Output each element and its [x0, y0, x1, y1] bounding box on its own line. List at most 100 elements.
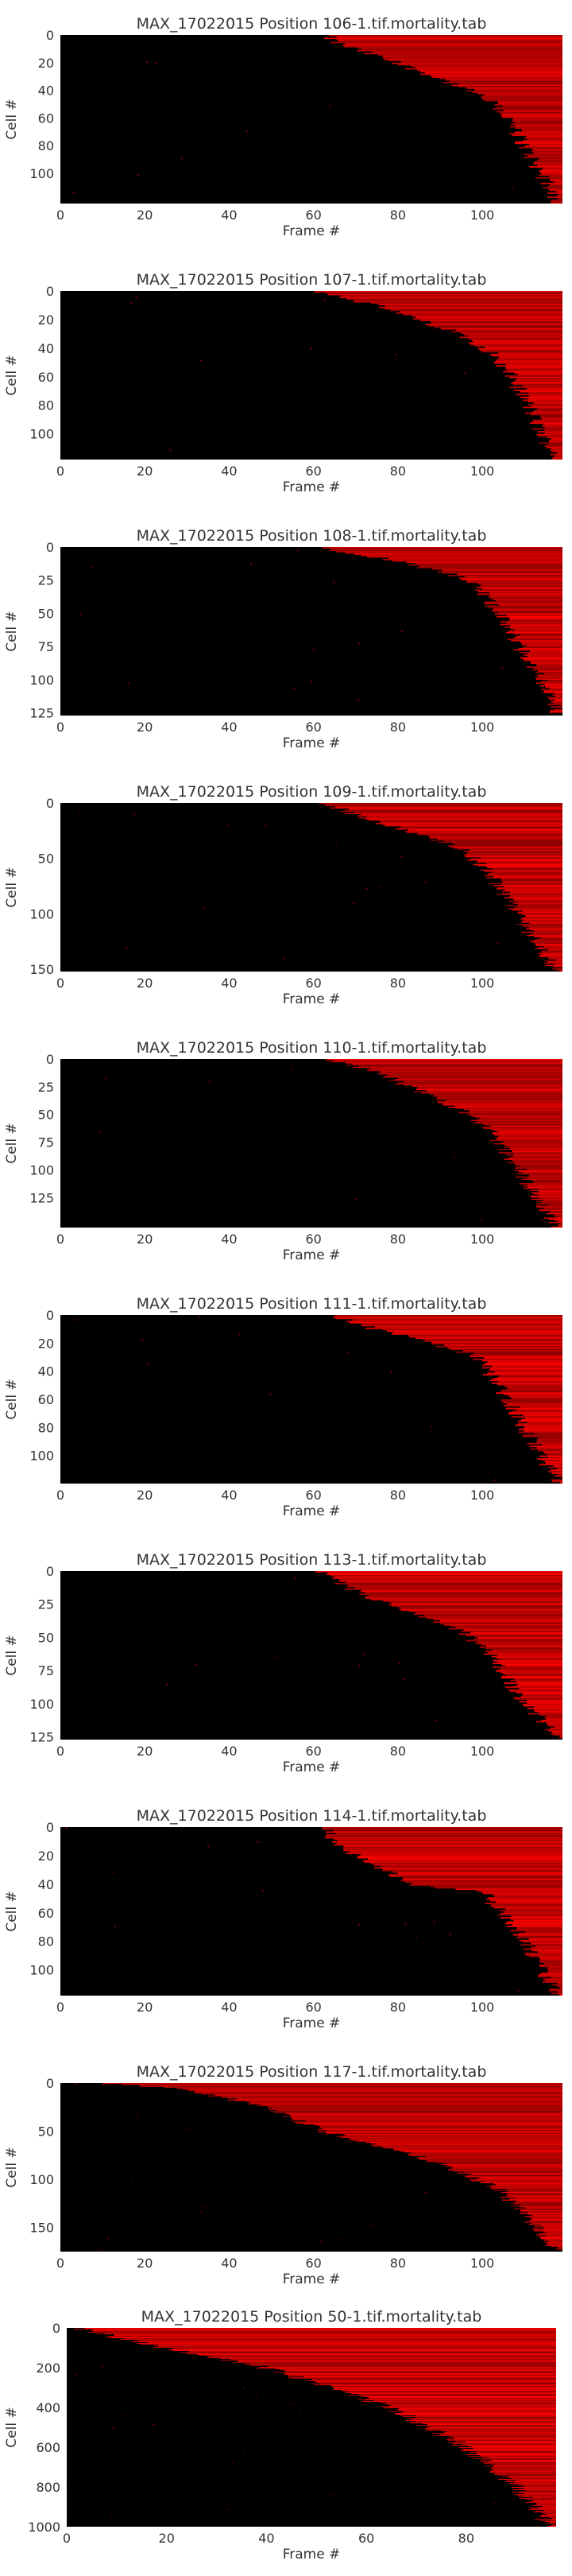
speckle	[68, 2484, 70, 2485]
speckle	[198, 1316, 200, 1318]
cell-row-heat	[415, 2415, 556, 2416]
cell-row-heat	[493, 2190, 562, 2191]
cell-row-heat	[324, 1835, 562, 1837]
cell-row-heat	[416, 567, 562, 568]
cell-row-heat	[470, 1119, 562, 1122]
x-axis-label: Frame #	[283, 2547, 341, 2562]
cell-row-heat	[514, 2494, 556, 2495]
cell-row-heat	[362, 1860, 562, 1862]
cell-row-heat	[404, 1881, 562, 1884]
cell-row-heat	[481, 2457, 556, 2458]
cell-row-heat	[531, 2217, 562, 2219]
cell-row-heat	[557, 1985, 562, 1988]
cell-row-heat	[540, 685, 562, 687]
cell-row-heat	[447, 845, 562, 847]
panel-title: MAX_17022015 Position 114-1.tif.mortalit…	[137, 1807, 487, 1825]
cell-row-heat	[514, 2482, 556, 2483]
cell-row-heat	[447, 1347, 562, 1349]
cell-row-heat	[495, 1670, 562, 1672]
cell-row-heat	[524, 153, 562, 156]
x-tick-label: 40	[221, 208, 237, 223]
cell-row-heat	[493, 885, 562, 886]
cell-row-heat	[519, 1701, 562, 1703]
cell-row-heat	[537, 165, 562, 166]
cell-row-heat	[288, 2375, 556, 2376]
cell-row-heat	[450, 1625, 562, 1627]
cell-row-heat	[512, 1924, 562, 1926]
cell-row-heat	[466, 1639, 562, 1642]
cell-row-heat	[460, 332, 562, 334]
cell-row-heat	[551, 700, 562, 703]
x-tick-label: 60	[305, 464, 321, 479]
speckle	[151, 2419, 153, 2420]
x-tick-label: 0	[63, 2531, 71, 2546]
cell-row-heat	[536, 1203, 562, 1205]
cell-row-heat	[185, 2353, 556, 2354]
cell-row-heat	[358, 47, 562, 49]
cell-row-heat	[519, 2206, 562, 2208]
cell-row-heat	[540, 182, 562, 184]
cell-row-heat	[542, 1444, 562, 1446]
cell-row-heat	[538, 675, 562, 677]
cell-row-heat	[324, 804, 562, 805]
speckle	[497, 942, 500, 945]
cell-row-heat	[465, 855, 562, 856]
cell-row-heat	[496, 365, 562, 367]
cell-row-heat	[550, 200, 562, 203]
cell-row-heat	[484, 601, 562, 603]
cell-row-heat	[543, 1978, 562, 1980]
cell-row-heat	[536, 1441, 562, 1443]
speckle	[246, 130, 249, 132]
cell-row-heat	[431, 568, 562, 570]
cell-row-heat	[454, 1105, 562, 1107]
cell-row-heat	[547, 185, 562, 188]
cell-row-heat	[494, 1895, 562, 1897]
cell-row-heat	[505, 905, 562, 906]
cell-row-heat	[543, 1981, 562, 1983]
cell-row-heat	[509, 376, 562, 378]
cell-row-heat	[519, 1687, 562, 1690]
cell-row-heat	[392, 1871, 562, 1873]
cell-row-heat	[481, 351, 562, 353]
speckle	[132, 2178, 134, 2180]
cell-row-heat	[493, 1143, 562, 1145]
cell-row-heat	[392, 1605, 562, 1608]
cell-row-heat	[517, 2495, 556, 2496]
cell-row-heat	[493, 362, 562, 364]
cell-row-heat	[476, 587, 562, 588]
cell-row-heat	[470, 343, 562, 346]
cell-row-heat	[448, 575, 562, 576]
cell-row-heat	[446, 2439, 556, 2440]
cell-row-heat	[561, 704, 562, 707]
cell-row-heat	[538, 952, 562, 954]
speckle	[249, 563, 252, 564]
cell-row-heat	[515, 127, 562, 130]
cell-row-heat	[477, 1121, 562, 1123]
cell-row-heat	[547, 192, 562, 194]
cell-row-heat	[481, 95, 562, 98]
cell-row-heat	[527, 653, 562, 655]
cell-row-heat	[527, 1702, 562, 1704]
cell-row-heat	[325, 1059, 562, 1061]
cell-row-heat	[481, 2459, 556, 2460]
cell-row-heat	[346, 2392, 556, 2393]
x-tick-label: 60	[305, 2000, 321, 2015]
y-axis-label: Cell #	[4, 1379, 20, 1419]
cell-row-heat	[466, 1635, 562, 1636]
cell-row-heat	[466, 2176, 562, 2178]
cell-row-heat	[334, 2388, 556, 2389]
cell-row-heat	[550, 687, 562, 689]
cell-row-heat	[492, 1365, 562, 1368]
cell-row-heat	[538, 174, 562, 177]
cell-row-heat	[531, 662, 562, 664]
cell-row-heat	[500, 1671, 562, 1674]
cell-row-heat	[516, 1926, 562, 1929]
cell-row-heat	[546, 1718, 562, 1720]
cell-row-heat	[496, 1657, 562, 1659]
cell-row-heat	[523, 140, 562, 142]
cell-row-heat	[485, 1903, 562, 1904]
cell-row-heat	[493, 876, 562, 878]
cell-row-heat	[551, 458, 562, 460]
speckle	[195, 1663, 198, 1666]
cell-row-heat	[539, 417, 562, 418]
